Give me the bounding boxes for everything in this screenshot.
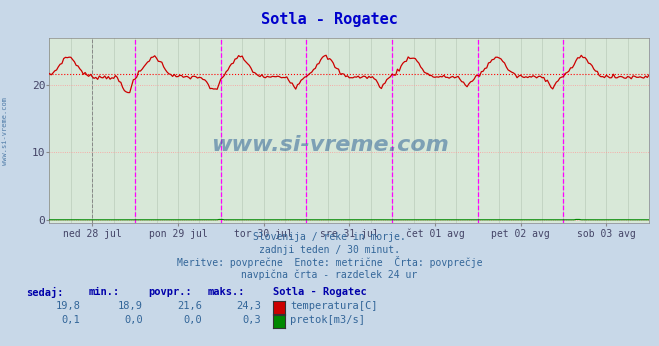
Text: 21,6: 21,6 — [177, 301, 202, 311]
Text: 24,3: 24,3 — [237, 301, 262, 311]
Text: Slovenija / reke in morje.: Slovenija / reke in morje. — [253, 232, 406, 242]
Text: www.si-vreme.com: www.si-vreme.com — [212, 135, 449, 155]
Text: maks.:: maks.: — [208, 288, 245, 297]
Text: 18,9: 18,9 — [118, 301, 143, 311]
Text: temperatura[C]: temperatura[C] — [290, 301, 378, 311]
Text: 0,1: 0,1 — [62, 315, 80, 325]
Text: Sotla - Rogatec: Sotla - Rogatec — [273, 288, 367, 297]
Text: www.si-vreme.com: www.si-vreme.com — [2, 98, 9, 165]
Text: 0,0: 0,0 — [125, 315, 143, 325]
Text: navpična črta - razdelek 24 ur: navpična črta - razdelek 24 ur — [241, 270, 418, 280]
Text: povpr.:: povpr.: — [148, 288, 192, 297]
Text: 19,8: 19,8 — [55, 301, 80, 311]
Text: Meritve: povprečne  Enote: metrične  Črta: povprečje: Meritve: povprečne Enote: metrične Črta:… — [177, 256, 482, 268]
Text: pretok[m3/s]: pretok[m3/s] — [290, 315, 365, 325]
Text: sedaj:: sedaj: — [26, 287, 64, 298]
Text: 0,0: 0,0 — [184, 315, 202, 325]
Text: min.:: min.: — [89, 288, 120, 297]
Text: zadnji teden / 30 minut.: zadnji teden / 30 minut. — [259, 245, 400, 255]
Text: 0,3: 0,3 — [243, 315, 262, 325]
Text: Sotla - Rogatec: Sotla - Rogatec — [261, 11, 398, 27]
